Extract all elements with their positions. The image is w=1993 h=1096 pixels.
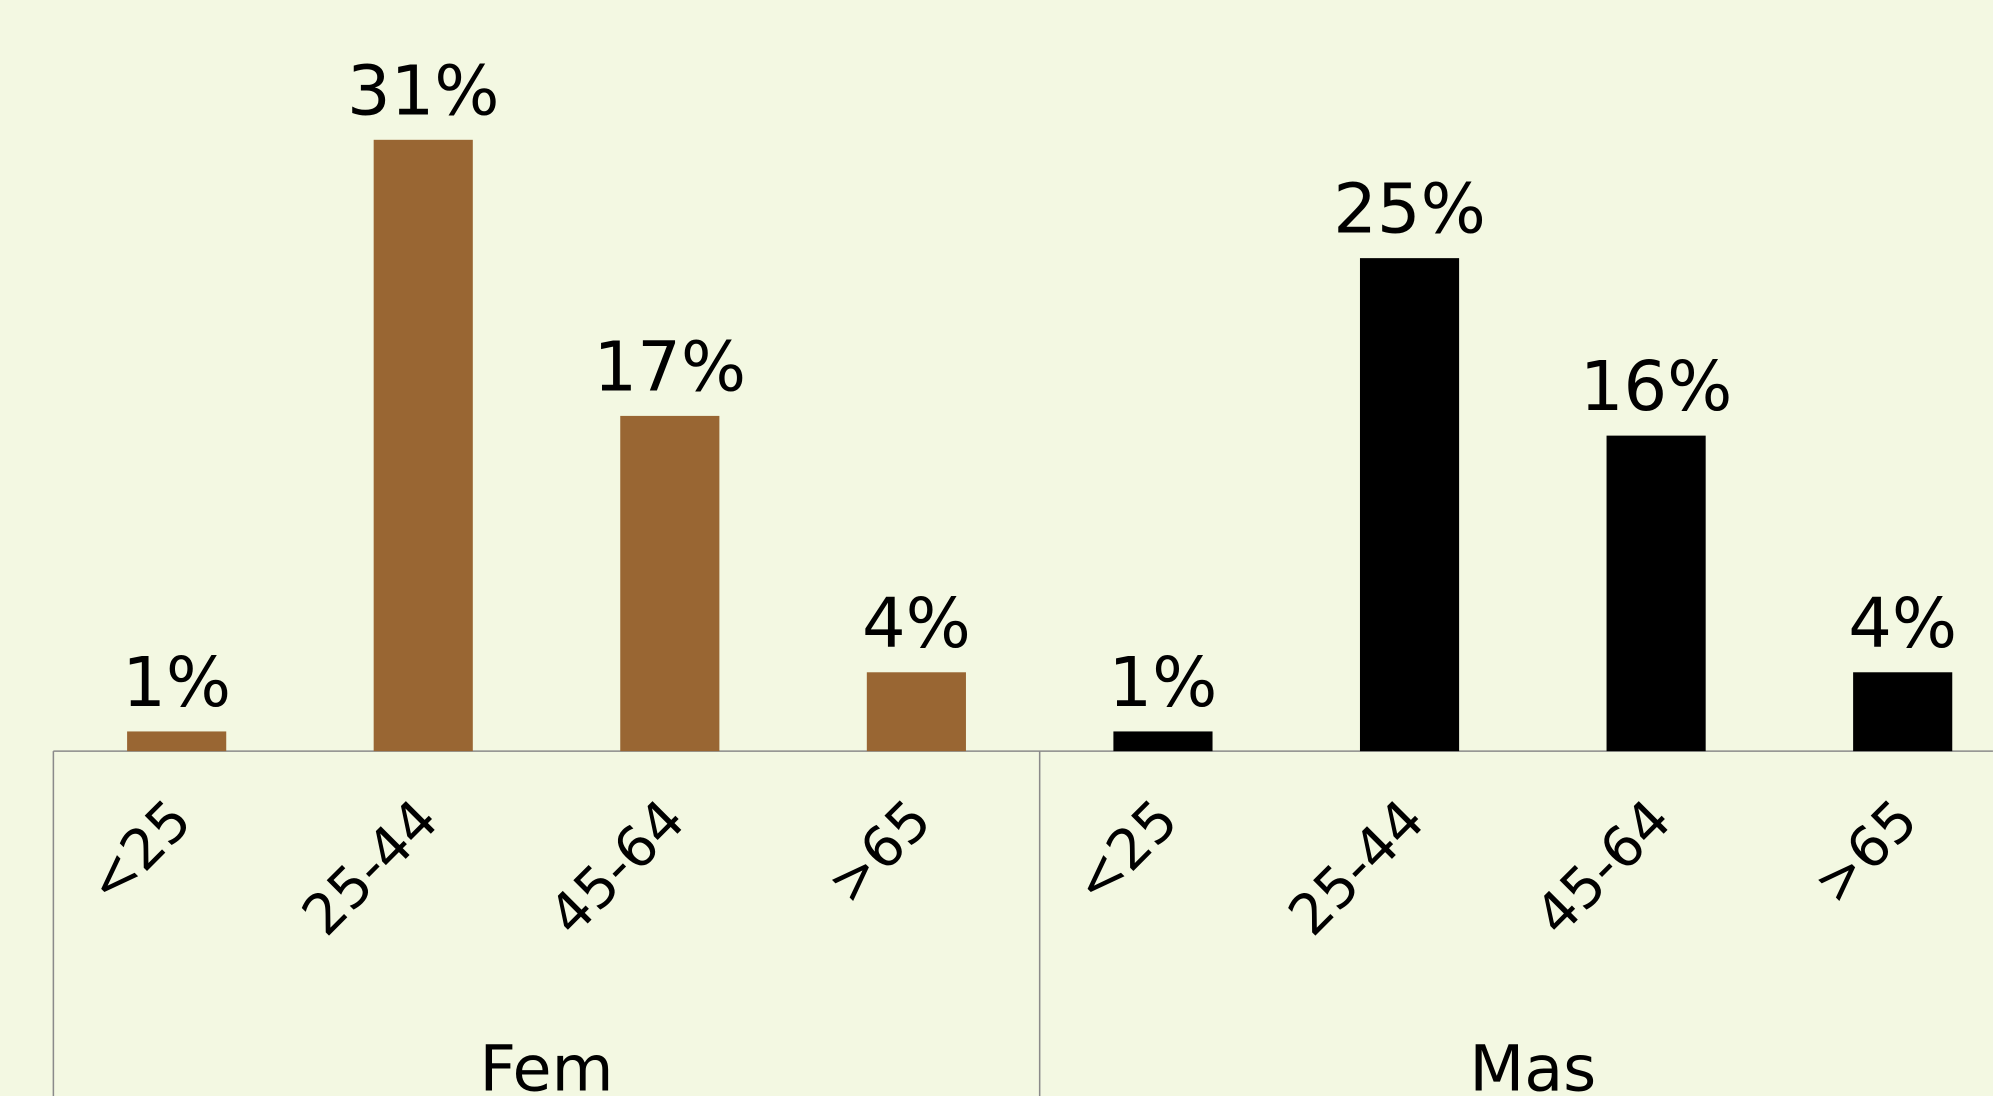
data-label: 4% (1848, 584, 1957, 664)
bar (620, 415, 720, 752)
bar (127, 731, 227, 752)
data-label: 4% (862, 584, 971, 664)
group-label: Mas (1469, 1032, 1596, 1096)
bar (866, 672, 966, 752)
bar (1113, 731, 1213, 752)
data-label: 1% (1109, 643, 1218, 723)
bar (1606, 435, 1706, 752)
data-label: 31% (347, 51, 500, 131)
data-label: 1% (122, 643, 231, 723)
data-label: 17% (594, 327, 747, 407)
data-label: 16% (1580, 347, 1733, 427)
bar (1359, 258, 1460, 752)
group-label: Fem (479, 1032, 613, 1096)
data-label: 25% (1333, 170, 1486, 250)
bar (1853, 672, 1953, 752)
bar (373, 139, 473, 752)
